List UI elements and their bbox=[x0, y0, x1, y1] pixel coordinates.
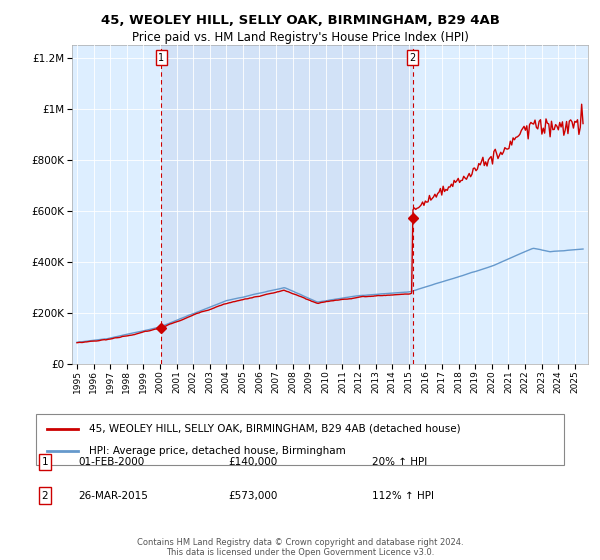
Text: 45, WEOLEY HILL, SELLY OAK, BIRMINGHAM, B29 4AB: 45, WEOLEY HILL, SELLY OAK, BIRMINGHAM, … bbox=[101, 14, 499, 27]
Text: 112% ↑ HPI: 112% ↑ HPI bbox=[372, 491, 434, 501]
Text: 1: 1 bbox=[41, 457, 49, 467]
Text: HPI: Average price, detached house, Birmingham: HPI: Average price, detached house, Birm… bbox=[89, 446, 346, 456]
Text: Contains HM Land Registry data © Crown copyright and database right 2024.
This d: Contains HM Land Registry data © Crown c… bbox=[137, 538, 463, 557]
Text: 1: 1 bbox=[158, 53, 164, 63]
Text: £573,000: £573,000 bbox=[228, 491, 277, 501]
Bar bbox=[161, 45, 413, 364]
Text: 26-MAR-2015: 26-MAR-2015 bbox=[78, 491, 148, 501]
FancyBboxPatch shape bbox=[36, 414, 564, 465]
Text: 45, WEOLEY HILL, SELLY OAK, BIRMINGHAM, B29 4AB (detached house): 45, WEOLEY HILL, SELLY OAK, BIRMINGHAM, … bbox=[89, 423, 460, 433]
Text: 01-FEB-2000: 01-FEB-2000 bbox=[78, 457, 144, 467]
Text: 2: 2 bbox=[410, 53, 416, 63]
Text: 2: 2 bbox=[41, 491, 49, 501]
Text: £140,000: £140,000 bbox=[228, 457, 277, 467]
Text: Price paid vs. HM Land Registry's House Price Index (HPI): Price paid vs. HM Land Registry's House … bbox=[131, 31, 469, 44]
Text: 20% ↑ HPI: 20% ↑ HPI bbox=[372, 457, 427, 467]
